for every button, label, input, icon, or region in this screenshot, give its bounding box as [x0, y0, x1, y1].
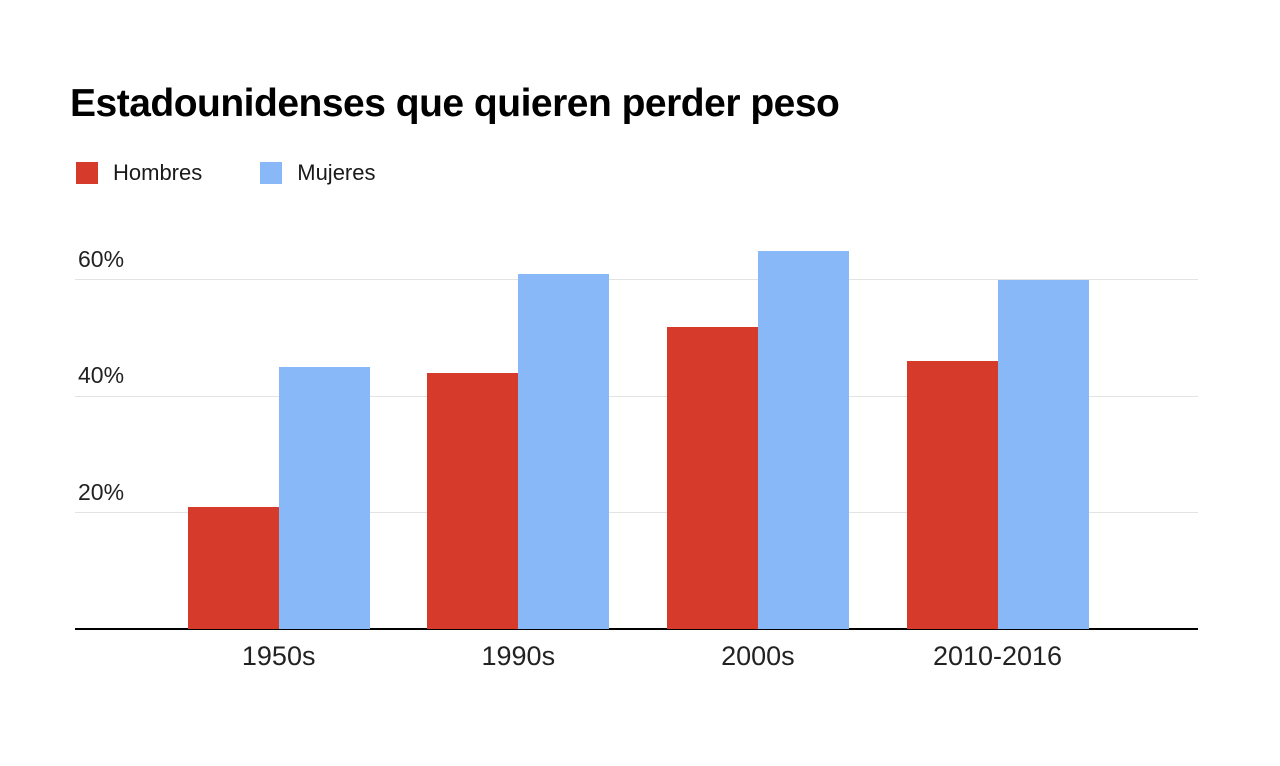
- legend-item-mujeres: Mujeres: [260, 160, 376, 185]
- chart-title: Estadounidenses que quieren perder peso: [70, 82, 840, 125]
- bar-mujeres-1990s: [518, 274, 610, 629]
- bar-mujeres-1950s: [278, 367, 370, 629]
- y-axis-tick-60: 60%: [78, 245, 125, 272]
- y-axis-tick-40: 40%: [78, 362, 125, 389]
- legend-label-hombres: Hombres: [113, 160, 203, 185]
- legend-swatch-hombres: [76, 162, 98, 184]
- x-axis-tick-2010-2016: 2010-2016: [932, 641, 1063, 671]
- gridline-20: [75, 512, 1198, 514]
- x-axis-line: [75, 628, 1198, 630]
- bar-mujeres-2010-2016: [997, 279, 1089, 629]
- legend-label-mujeres: Mujeres: [297, 160, 376, 185]
- x-axis-tick-1950s: 1950s: [241, 641, 316, 671]
- bar-hombres-2000s: [666, 326, 758, 629]
- legend-item-hombres: Hombres: [76, 162, 202, 184]
- bar-hombres-2010-2016: [906, 361, 998, 629]
- bar-mujeres-2000s: [757, 250, 849, 629]
- chart-legend: Hombres Mujeres: [76, 162, 376, 184]
- x-axis-tick-1990s: 1990s: [481, 641, 556, 671]
- y-axis-tick-20: 20%: [78, 478, 125, 505]
- legend-swatch-mujeres: [260, 162, 283, 184]
- bar-hombres-1990s: [427, 373, 519, 629]
- gridline-60: [75, 279, 1198, 281]
- x-axis-tick-2000s: 2000s: [721, 641, 795, 671]
- bar-hombres-1950s: [187, 506, 279, 629]
- gridline-40: [75, 395, 1198, 397]
